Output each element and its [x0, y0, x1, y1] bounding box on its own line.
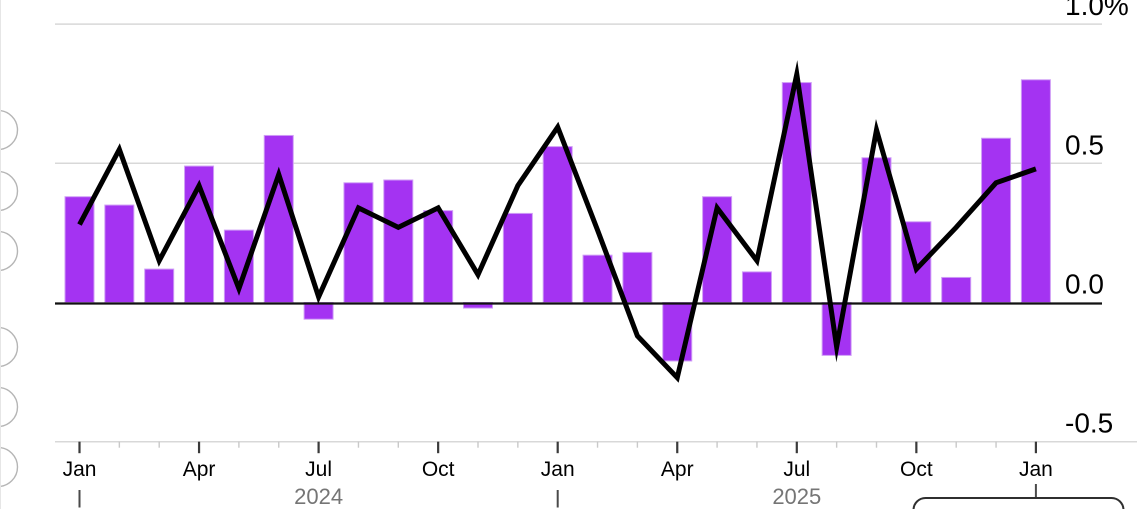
bar[interactable]	[64, 196, 95, 303]
x-axis-month-label: Jan	[1019, 458, 1053, 481]
bar[interactable]	[941, 276, 972, 303]
share-circle-button[interactable]	[1, 110, 19, 150]
share-circle-button[interactable]	[1, 387, 19, 427]
y-axis-label: 1.0%	[1065, 0, 1129, 21]
bar[interactable]	[343, 182, 374, 303]
share-circle-button[interactable]	[1, 447, 19, 487]
x-axis-month-label: Apr	[661, 458, 694, 481]
bar[interactable]	[622, 251, 653, 303]
bar[interactable]	[104, 204, 135, 303]
y-axis-label: 0.0	[1065, 269, 1104, 300]
bar[interactable]	[303, 302, 334, 320]
y-axis-label: -0.5	[1065, 408, 1113, 439]
x-axis-month-label: Jan	[63, 458, 97, 481]
share-circle-button[interactable]	[1, 171, 19, 211]
bar[interactable]	[1020, 79, 1051, 303]
x-axis-month-label: Jul	[783, 458, 810, 481]
bar[interactable]	[502, 212, 533, 303]
x-axis-month-label: Apr	[183, 458, 216, 481]
year-label: 2024	[294, 484, 343, 509]
collapsed-legend-box[interactable]	[912, 497, 1125, 509]
bar[interactable]	[542, 146, 573, 303]
bar[interactable]	[144, 268, 175, 304]
bar[interactable]	[383, 179, 414, 303]
x-axis-month-label: Jan	[541, 458, 575, 481]
bar[interactable]	[981, 137, 1012, 303]
share-circle-button[interactable]	[1, 327, 19, 367]
x-axis-month-label: Jul	[305, 458, 332, 481]
bar[interactable]	[263, 134, 294, 303]
year-label: 2025	[772, 484, 821, 509]
x-axis-month-label: Oct	[422, 458, 455, 481]
x-axis-month-label: Oct	[900, 458, 933, 481]
share-circle-button[interactable]	[1, 231, 19, 271]
bar[interactable]	[741, 271, 772, 304]
trend-line	[77, 60, 1037, 383]
y-axis-label: 0.5	[1065, 129, 1104, 160]
